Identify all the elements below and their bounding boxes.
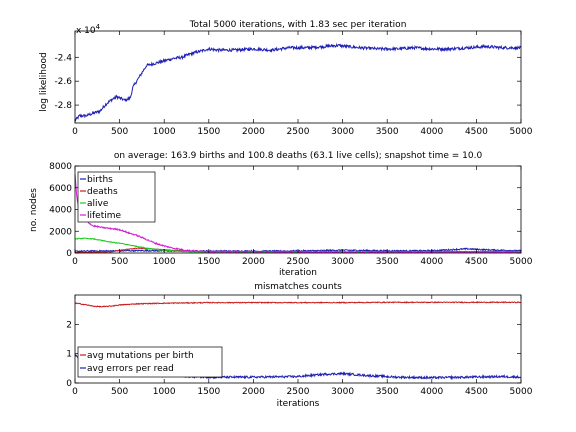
mismatch-ytick-label: 1 xyxy=(66,350,72,360)
nodes-xtick-label: 4000 xyxy=(420,257,443,267)
nodes-panel: on average: 163.9 births and 100.8 death… xyxy=(29,151,533,278)
nodes-ylabel: no. nodes xyxy=(29,188,39,232)
loglik-ytick-label: -2.8 xyxy=(54,101,72,111)
loglik-xtick-label: 3500 xyxy=(376,127,399,137)
loglik-xtick-label: 2500 xyxy=(287,127,310,137)
mismatch-xtick-label: 1500 xyxy=(197,387,220,397)
loglik-panel: Total 5000 iterations, with 1.83 sec per… xyxy=(39,20,533,137)
mismatch-xtick-label: 3500 xyxy=(376,387,399,397)
mismatch-legend: avg mutations per birth avg errors per re… xyxy=(77,346,223,378)
nodes-xlabel: iteration xyxy=(279,268,317,278)
nodes-xtick-label: 2500 xyxy=(287,257,310,267)
mismatch-xtick-label: 2500 xyxy=(287,387,310,397)
nodes-title: on average: 163.9 births and 100.8 death… xyxy=(114,151,483,161)
nodes-ytick-label: 6000 xyxy=(49,184,72,194)
mismatch-xtick-label: 2000 xyxy=(242,387,265,397)
loglik-title: Total 5000 iterations, with 1.83 sec per… xyxy=(189,20,407,30)
nodes-legend-label: deaths xyxy=(87,187,118,197)
loglik-xtick-label: 2000 xyxy=(242,127,265,137)
nodes-frame xyxy=(74,165,522,254)
mismatch-legend-label: avg errors per read xyxy=(87,364,174,374)
nodes-ytick-label: 2000 xyxy=(49,227,72,237)
mismatch-xtick-label: 0 xyxy=(72,387,78,397)
nodes-legend-label: births xyxy=(87,175,113,185)
loglik-xtick-label: 500 xyxy=(111,127,128,137)
mismatch-title: mismatches counts xyxy=(254,282,342,292)
nodes-xtick-label: 2000 xyxy=(242,257,265,267)
loglik-ytick-label: -2.6 xyxy=(54,77,72,87)
nodes-xtick-label: 1000 xyxy=(153,257,176,267)
nodes-legend: births deaths alive lifetime xyxy=(77,171,156,223)
mismatch-xlabel: iterations xyxy=(277,399,320,409)
nodes-axes: 0 500 1000 1500 2000 2500 3000 3500 4000 4500 5000… xyxy=(49,162,533,267)
mismatch-xtick-label: 5000 xyxy=(510,387,533,397)
loglik-xtick-label: 4000 xyxy=(420,127,443,137)
loglik-xtick-label: 1000 xyxy=(153,127,176,137)
mismatch-legend-label: avg mutations per birth xyxy=(87,351,194,361)
loglik-frame xyxy=(74,30,522,124)
nodes-xtick-label: 3500 xyxy=(376,257,399,267)
loglik-axes: 0 500 1000 1500 2000 2500 3000 3500 4000 4500 5000… xyxy=(54,31,533,137)
nodes-xtick-label: 3000 xyxy=(331,257,354,267)
mismatch-xtick-label: 4000 xyxy=(420,387,443,397)
mismatch-xtick-label: 3000 xyxy=(331,387,354,397)
mismatch-ytick-label: 0 xyxy=(66,379,72,389)
loglik-ytick-label: -2.4 xyxy=(54,53,72,63)
nodes-ytick-label: 4000 xyxy=(49,206,72,216)
nodes-xtick-label: 5000 xyxy=(510,257,533,267)
loglik-xtick-label: 3000 xyxy=(331,127,354,137)
nodes-ytick-label: 8000 xyxy=(49,162,72,172)
loglik-ylabel: log likelihood xyxy=(39,52,49,111)
nodes-ytick-label: 0 xyxy=(66,249,72,259)
nodes-legend-label: alive xyxy=(87,199,109,209)
nodes-xtick-label: 0 xyxy=(72,257,78,267)
loglik-xtick-label: 5000 xyxy=(510,127,533,137)
mismatch-legend-box xyxy=(77,346,223,378)
loglik-line-series-0 xyxy=(74,42,522,122)
nodes-legend-label: lifetime xyxy=(87,211,122,221)
mismatch-frame xyxy=(74,294,522,384)
loglik-xtick-label: 0 xyxy=(72,127,78,137)
nodes-xtick-label: 4500 xyxy=(465,257,488,267)
nodes-xtick-label: 500 xyxy=(111,257,128,267)
mismatch-xtick-label: 1000 xyxy=(153,387,176,397)
loglik-xtick-label: 4500 xyxy=(465,127,488,137)
mismatch-xtick-label: 500 xyxy=(111,387,128,397)
loglik-series xyxy=(74,42,522,122)
mismatch-line-avg-mutations-per-birth xyxy=(74,301,522,308)
mismatch-xtick-label: 4500 xyxy=(465,387,488,397)
nodes-xtick-label: 1500 xyxy=(197,257,220,267)
loglik-xtick-label: 1500 xyxy=(197,127,220,137)
mismatch-ytick-label: 2 xyxy=(66,320,72,330)
loglik-exponent-power: 4 xyxy=(96,23,101,31)
nodes-legend-box xyxy=(77,171,156,223)
mismatch-panel: mismatches counts iterations 0 500 1000 150… xyxy=(66,282,532,409)
